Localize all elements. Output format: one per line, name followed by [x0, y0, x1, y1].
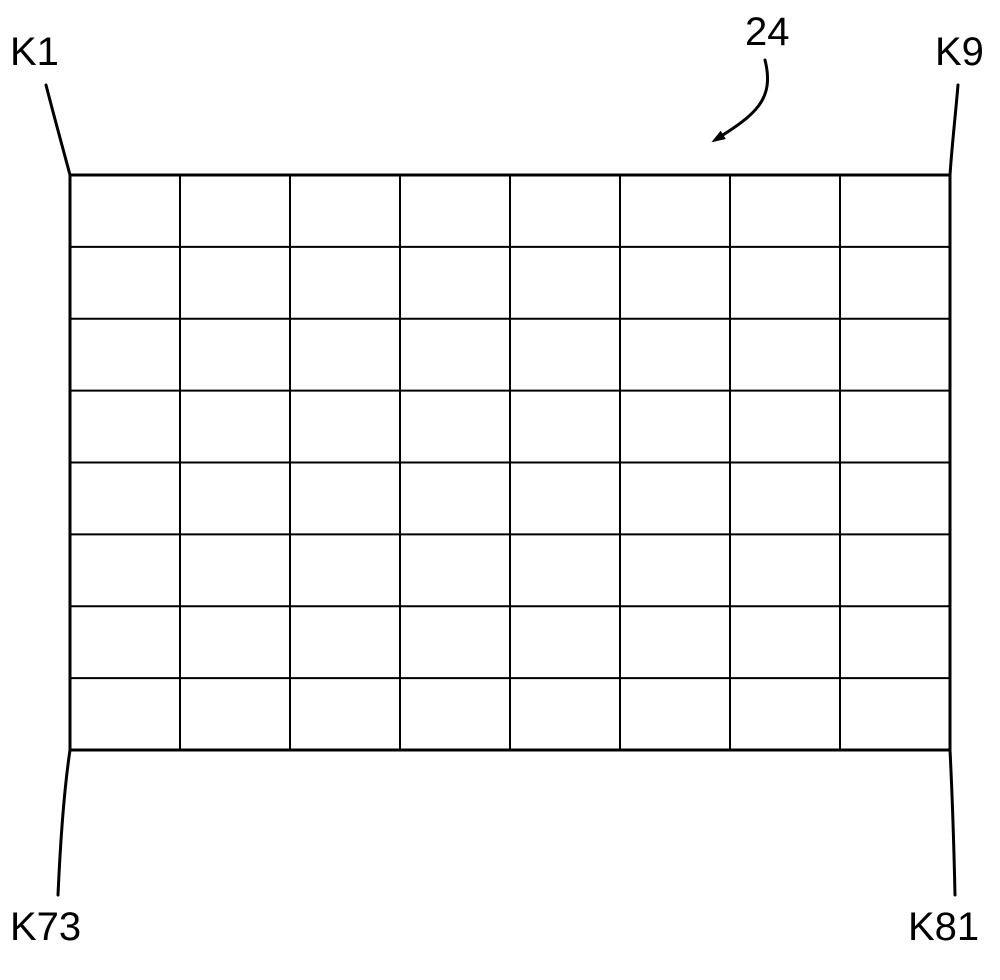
corner-leader [950, 85, 958, 175]
corner-leader [58, 750, 70, 895]
corner-leader [46, 85, 70, 175]
corner-label-k73: K73 [10, 905, 81, 950]
reference-number-label: 24 [745, 10, 790, 55]
corner-label-k9: K9 [935, 30, 984, 75]
reference-leader-arrow [715, 60, 768, 140]
corner-label-k1: K1 [10, 30, 59, 75]
corner-label-k81: K81 [908, 905, 979, 950]
diagram-canvas: 24 K1 K9 K73 K81 [0, 0, 1000, 975]
corner-leader [950, 750, 955, 895]
diagram-svg [0, 0, 1000, 975]
